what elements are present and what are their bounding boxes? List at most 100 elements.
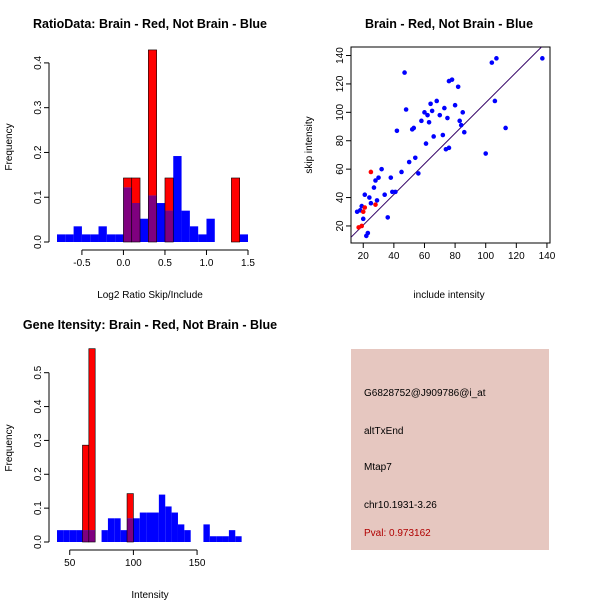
gene-intensity-histogram-x-tick-label: 100 bbox=[125, 558, 142, 569]
ratio-histogram-title: RatioData: Brain - Red, Not Brain - Blue bbox=[33, 17, 267, 31]
intensity-scatter-xlabel: include intensity bbox=[413, 290, 484, 301]
gene-intensity-histogram-blue-bar bbox=[101, 530, 108, 542]
gene-intensity-histogram-blue-bar bbox=[146, 512, 153, 542]
ratio-histogram-y-tick-label: 0.3 bbox=[33, 100, 44, 114]
gene-intensity-histogram-blue-bar bbox=[152, 512, 159, 542]
ratio-histogram-xlabel: Log2 Ratio Skip/Include bbox=[97, 290, 203, 301]
intensity-scatter-y-tick-label: 100 bbox=[335, 104, 346, 121]
intensity-scatter-blue-point bbox=[440, 132, 446, 138]
ratio-histogram-bars bbox=[57, 49, 248, 243]
gene-intensity-histogram-ylabel: Frequency bbox=[4, 424, 15, 471]
intensity-scatter-blue-point bbox=[374, 198, 380, 203]
intensity-scatter-blue-point bbox=[371, 185, 377, 190]
gene-intensity-histogram-blue-bar bbox=[216, 536, 223, 542]
intensity-scatter-x-tick-label: 20 bbox=[358, 251, 370, 262]
gene-intensity-histogram-blue-bar bbox=[57, 530, 64, 542]
gene-intensity-histogram-bars bbox=[57, 348, 242, 543]
intensity-scatter-blue-point bbox=[426, 119, 432, 125]
ratio-histogram-red-bar bbox=[123, 177, 132, 188]
event-type: altTxEnd bbox=[364, 426, 403, 437]
intensity-scatter-fit-line bbox=[351, 47, 543, 238]
ratio-histogram-x-tick-label: -0.5 bbox=[73, 258, 91, 269]
ratio-histogram-y-tick-label: 0.0 bbox=[33, 235, 44, 249]
intensity-scatter-blue-point bbox=[394, 128, 400, 134]
intensity-scatter-blue-point bbox=[367, 195, 372, 200]
ratio-histogram-blue-bar bbox=[198, 234, 207, 242]
intensity-scatter-blue-point bbox=[434, 98, 440, 104]
info-panel: G6828752@J909786@i_at altTxEnd Mtap7 chr… bbox=[351, 349, 549, 550]
intensity-scatter-blue-point bbox=[425, 112, 430, 118]
ratio-histogram-blue-bar bbox=[90, 234, 99, 242]
intensity-scatter-blue-point bbox=[503, 125, 508, 131]
intensity-scatter-x-tick-label: 100 bbox=[477, 251, 494, 262]
intensity-scatter-blue-point bbox=[403, 107, 409, 112]
gene-intensity-histogram-red-bar bbox=[88, 348, 96, 531]
gene-intensity-histogram-y-tick-label: 0.3 bbox=[33, 433, 44, 447]
intensity-scatter-blue-point bbox=[431, 134, 436, 139]
intensity-scatter-x-tick-label: 40 bbox=[388, 251, 400, 262]
intensity-scatter-ylabel: skip intensity bbox=[304, 116, 315, 173]
intensity-scatter-blue-point bbox=[442, 105, 447, 111]
intensity-scatter-blue-point bbox=[423, 141, 429, 146]
intensity-scatter-blue-point bbox=[416, 171, 421, 176]
ratio-histogram-overlap-bar bbox=[148, 195, 157, 242]
intensity-scatter-y-tick-label: 120 bbox=[335, 75, 346, 92]
ratio-histogram-axes: -0.5 0.0 0.5 1.0 1.5 0.0 0.1 0.2 0.3 0.4 bbox=[33, 56, 255, 269]
gene-intensity-histogram-y-tick-label: 0.4 bbox=[33, 399, 44, 413]
gene-intensity-histogram-blue-bar bbox=[158, 494, 166, 542]
gene-intensity-histogram-x-tick-label: 150 bbox=[189, 558, 206, 569]
ratio-histogram-overlap-bar bbox=[164, 210, 174, 242]
gene-intensity-histogram-blue-bar bbox=[222, 536, 229, 542]
ratio-histogram-blue-bar bbox=[206, 218, 215, 242]
gene-intensity-histogram-blue-bar bbox=[120, 530, 128, 542]
intensity-scatter-blue-point bbox=[376, 175, 381, 180]
ratio-histogram: RatioData: Brain - Red, Not Brain - Blue… bbox=[4, 17, 267, 301]
ratio-histogram-blue-bar bbox=[156, 203, 165, 242]
intensity-scatter-frame bbox=[350, 46, 551, 244]
intensity-scatter-red-point bbox=[373, 202, 378, 207]
gene-intensity-histogram-blue-bar bbox=[114, 518, 121, 542]
ratio-histogram-red-bar-outline bbox=[131, 177, 141, 243]
intensity-scatter-axes: 20 40 60 80 100 120 140 20 40 60 80 100 120 140 bbox=[335, 47, 556, 262]
intensity-scatter-blue-point bbox=[449, 77, 455, 82]
intensity-scatter-blue-point bbox=[460, 110, 466, 115]
intensity-scatter-red-point bbox=[368, 169, 374, 175]
ratio-histogram-red-bar bbox=[231, 177, 240, 242]
intensity-scatter-blue-point bbox=[379, 166, 384, 172]
ratio-histogram-ylabel: Frequency bbox=[4, 123, 15, 170]
gene-intensity-histogram-title: Gene Itensity: Brain - Red, Not Brain - … bbox=[23, 318, 277, 332]
ratio-histogram-x-tick-label: 1.0 bbox=[200, 258, 214, 269]
ratio-histogram-blue-bar bbox=[140, 218, 149, 242]
intensity-scatter-blue-point bbox=[388, 175, 394, 180]
intensity-scatter-blue-point bbox=[382, 192, 387, 198]
info-panel-background bbox=[351, 349, 549, 550]
intensity-scatter-points bbox=[354, 56, 545, 239]
intensity-scatter-blue-point bbox=[368, 200, 374, 206]
gene-intensity-histogram-red-bar bbox=[127, 493, 134, 519]
gene-intensity-histogram-xlabel: Intensity bbox=[131, 590, 168, 600]
ratio-histogram-red-bar-outline bbox=[164, 177, 174, 243]
intensity-scatter-x-tick-label: 60 bbox=[419, 251, 431, 262]
intensity-scatter-blue-point bbox=[429, 108, 435, 114]
gene-name: Mtap7 bbox=[364, 462, 392, 473]
ratio-histogram-y-tick-label: 0.1 bbox=[33, 190, 44, 204]
ratio-histogram-blue-bar bbox=[106, 234, 116, 242]
ratio-histogram-overlap-bar bbox=[123, 187, 132, 242]
intensity-scatter-blue-point bbox=[365, 230, 371, 236]
pval-text: Pval: 0.973162 bbox=[364, 528, 431, 539]
genomic-location: chr10.1931-3.26 bbox=[364, 500, 437, 511]
ratio-histogram-x-tick-label: 1.5 bbox=[241, 258, 255, 269]
gene-intensity-histogram-blue-bar bbox=[235, 536, 242, 542]
ratio-histogram-blue-bar bbox=[65, 234, 74, 242]
gene-intensity-histogram-blue-bar bbox=[171, 512, 178, 542]
ratio-histogram-blue-bar bbox=[57, 234, 66, 242]
intensity-scatter-x-tick-label: 80 bbox=[450, 251, 462, 262]
ratio-histogram-blue-bar bbox=[173, 156, 182, 242]
intensity-scatter-y-tick-label: 40 bbox=[335, 192, 346, 204]
gene-intensity-histogram-blue-bar bbox=[203, 524, 210, 542]
intensity-scatter: Brain - Red, Not Brain - Blue 20 40 60 80 10… bbox=[304, 17, 556, 301]
gene-intensity-histogram-y-tick-label: 0.2 bbox=[33, 467, 44, 481]
gene-intensity-histogram-overlap-bar bbox=[88, 530, 96, 542]
intensity-scatter-x-tick-label: 140 bbox=[539, 251, 556, 262]
intensity-scatter-blue-point bbox=[445, 115, 450, 121]
